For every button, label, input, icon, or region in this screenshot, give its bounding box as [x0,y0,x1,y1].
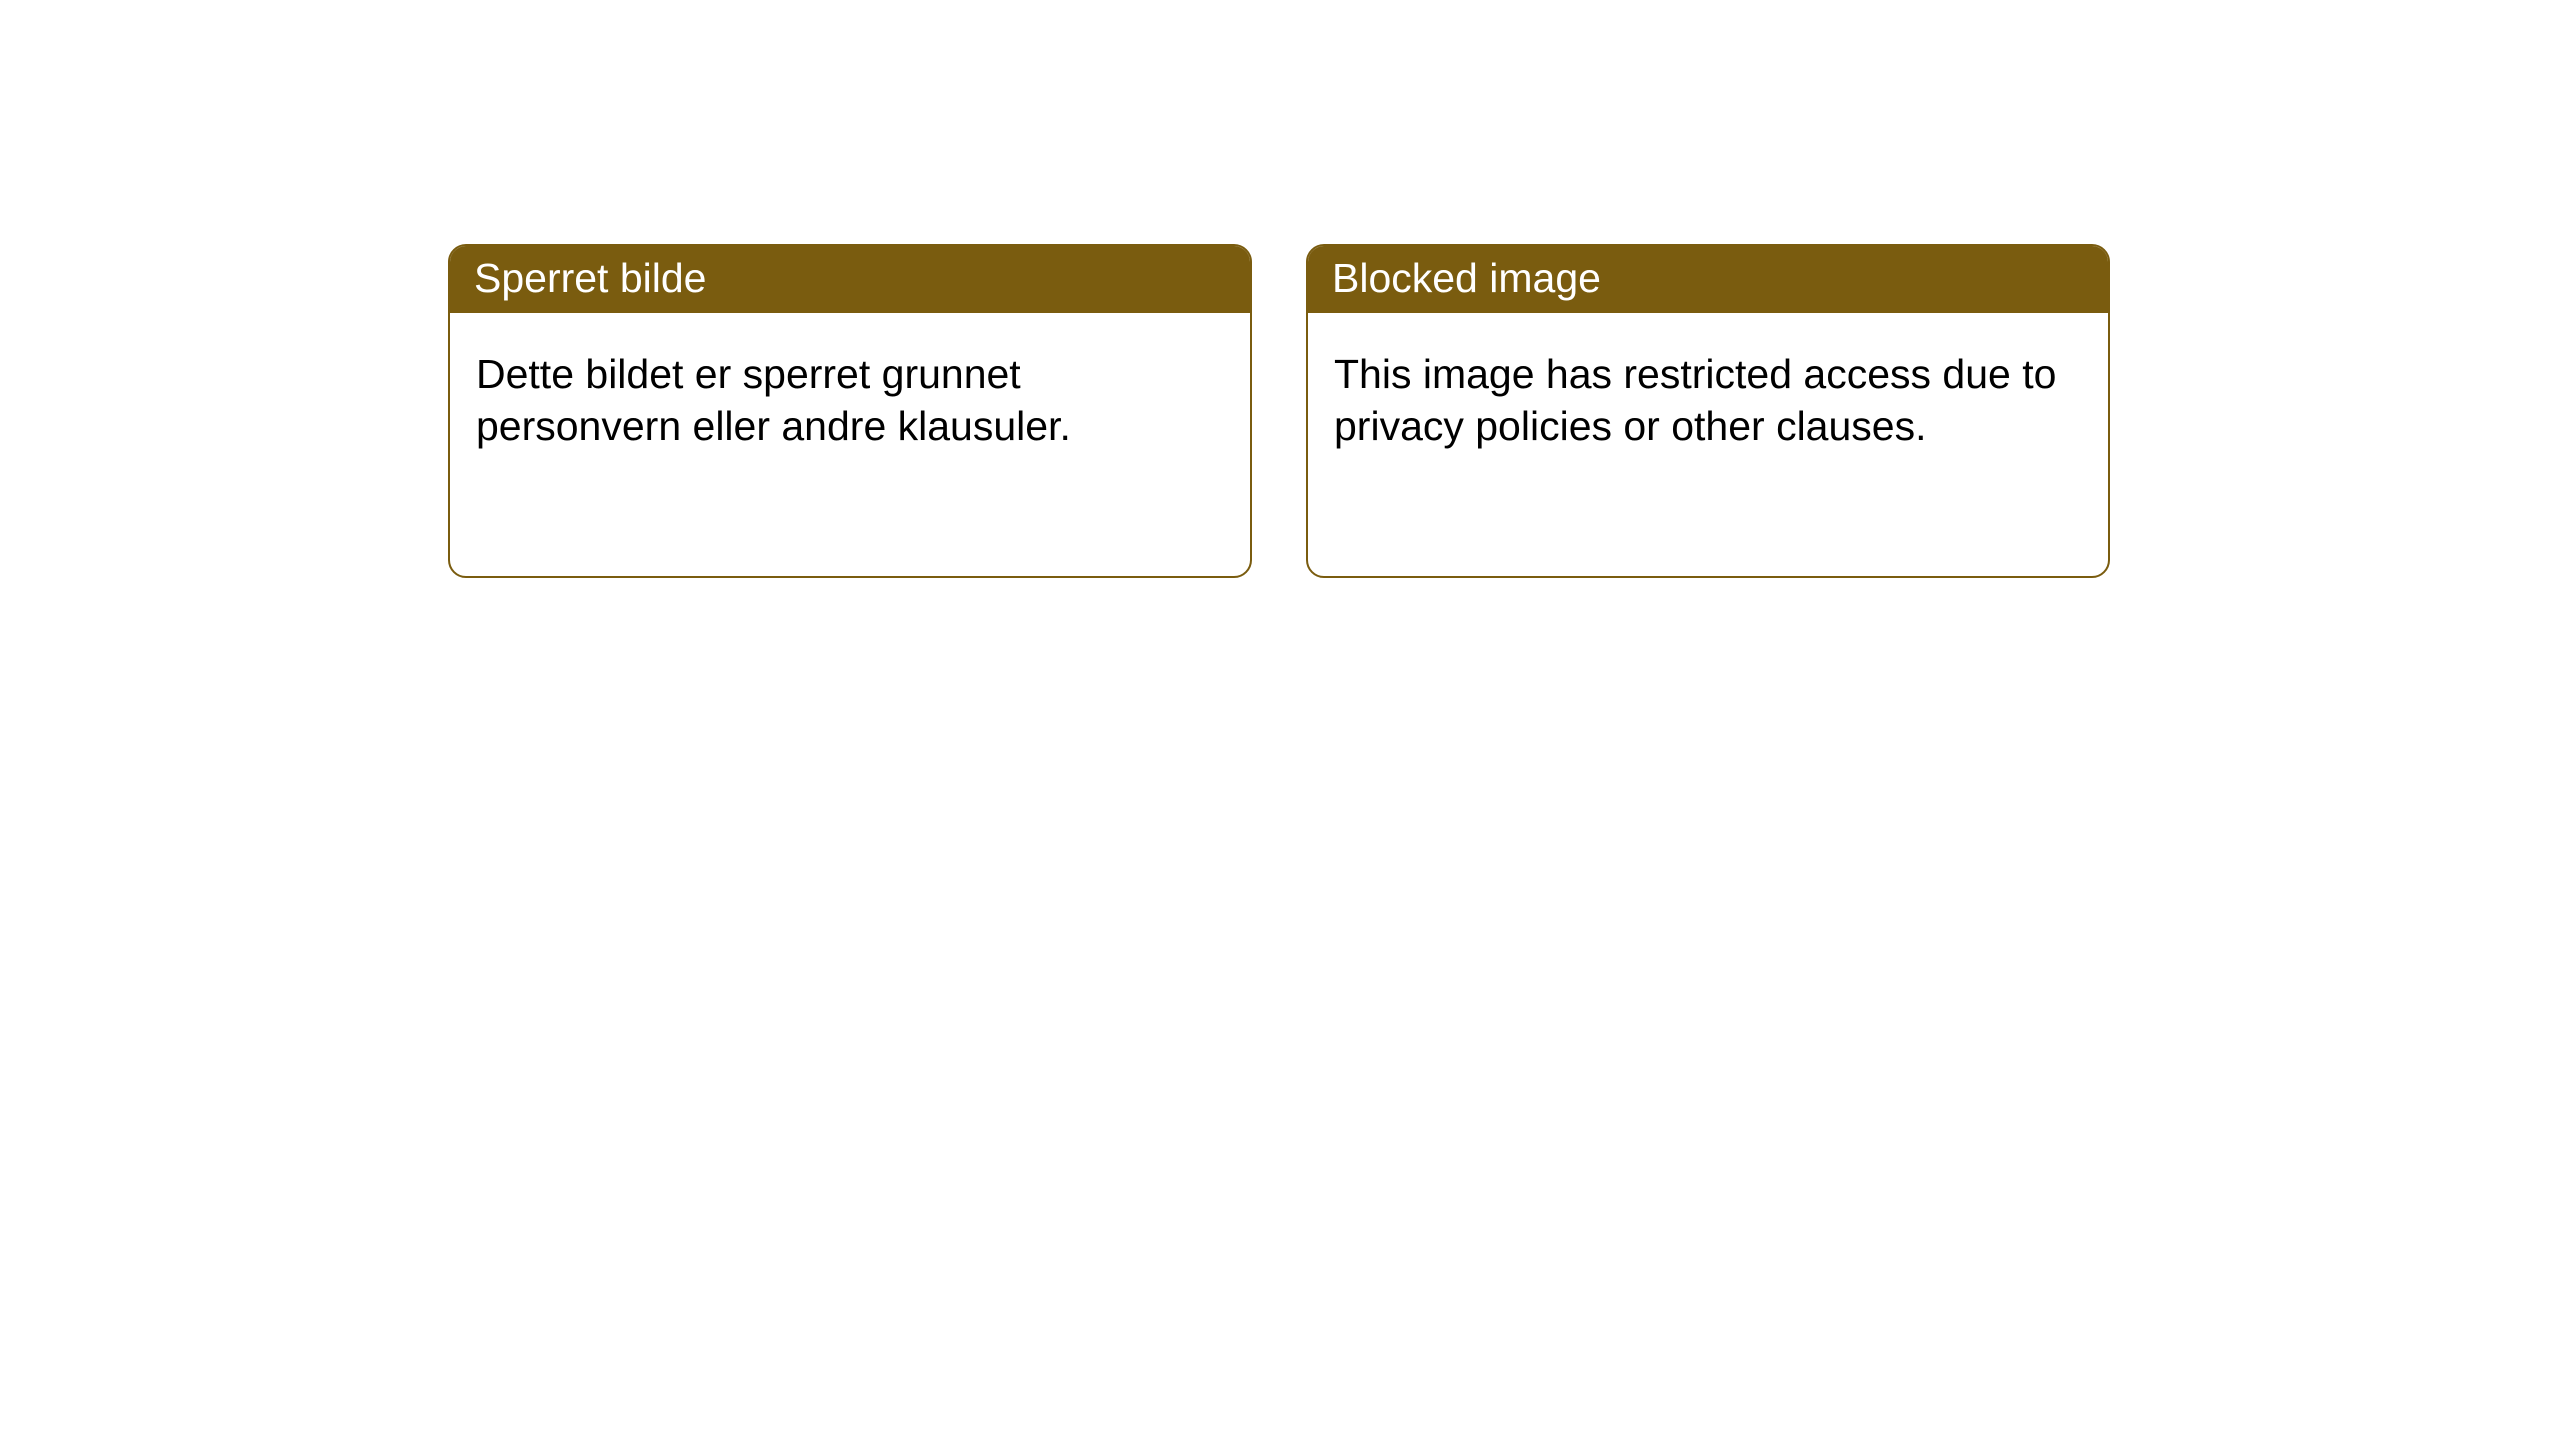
notice-body: This image has restricted access due to … [1308,313,2108,488]
notice-body: Dette bildet er sperret grunnet personve… [450,313,1250,488]
notice-body-text: Dette bildet er sperret grunnet personve… [476,351,1071,449]
notice-title: Sperret bilde [474,255,706,301]
notice-box-norwegian: Sperret bilde Dette bildet er sperret gr… [448,244,1252,578]
notice-title: Blocked image [1332,255,1601,301]
notice-container: Sperret bilde Dette bildet er sperret gr… [0,0,2560,578]
notice-header: Sperret bilde [450,246,1250,313]
notice-body-text: This image has restricted access due to … [1334,351,2056,449]
notice-header: Blocked image [1308,246,2108,313]
notice-box-english: Blocked image This image has restricted … [1306,244,2110,578]
